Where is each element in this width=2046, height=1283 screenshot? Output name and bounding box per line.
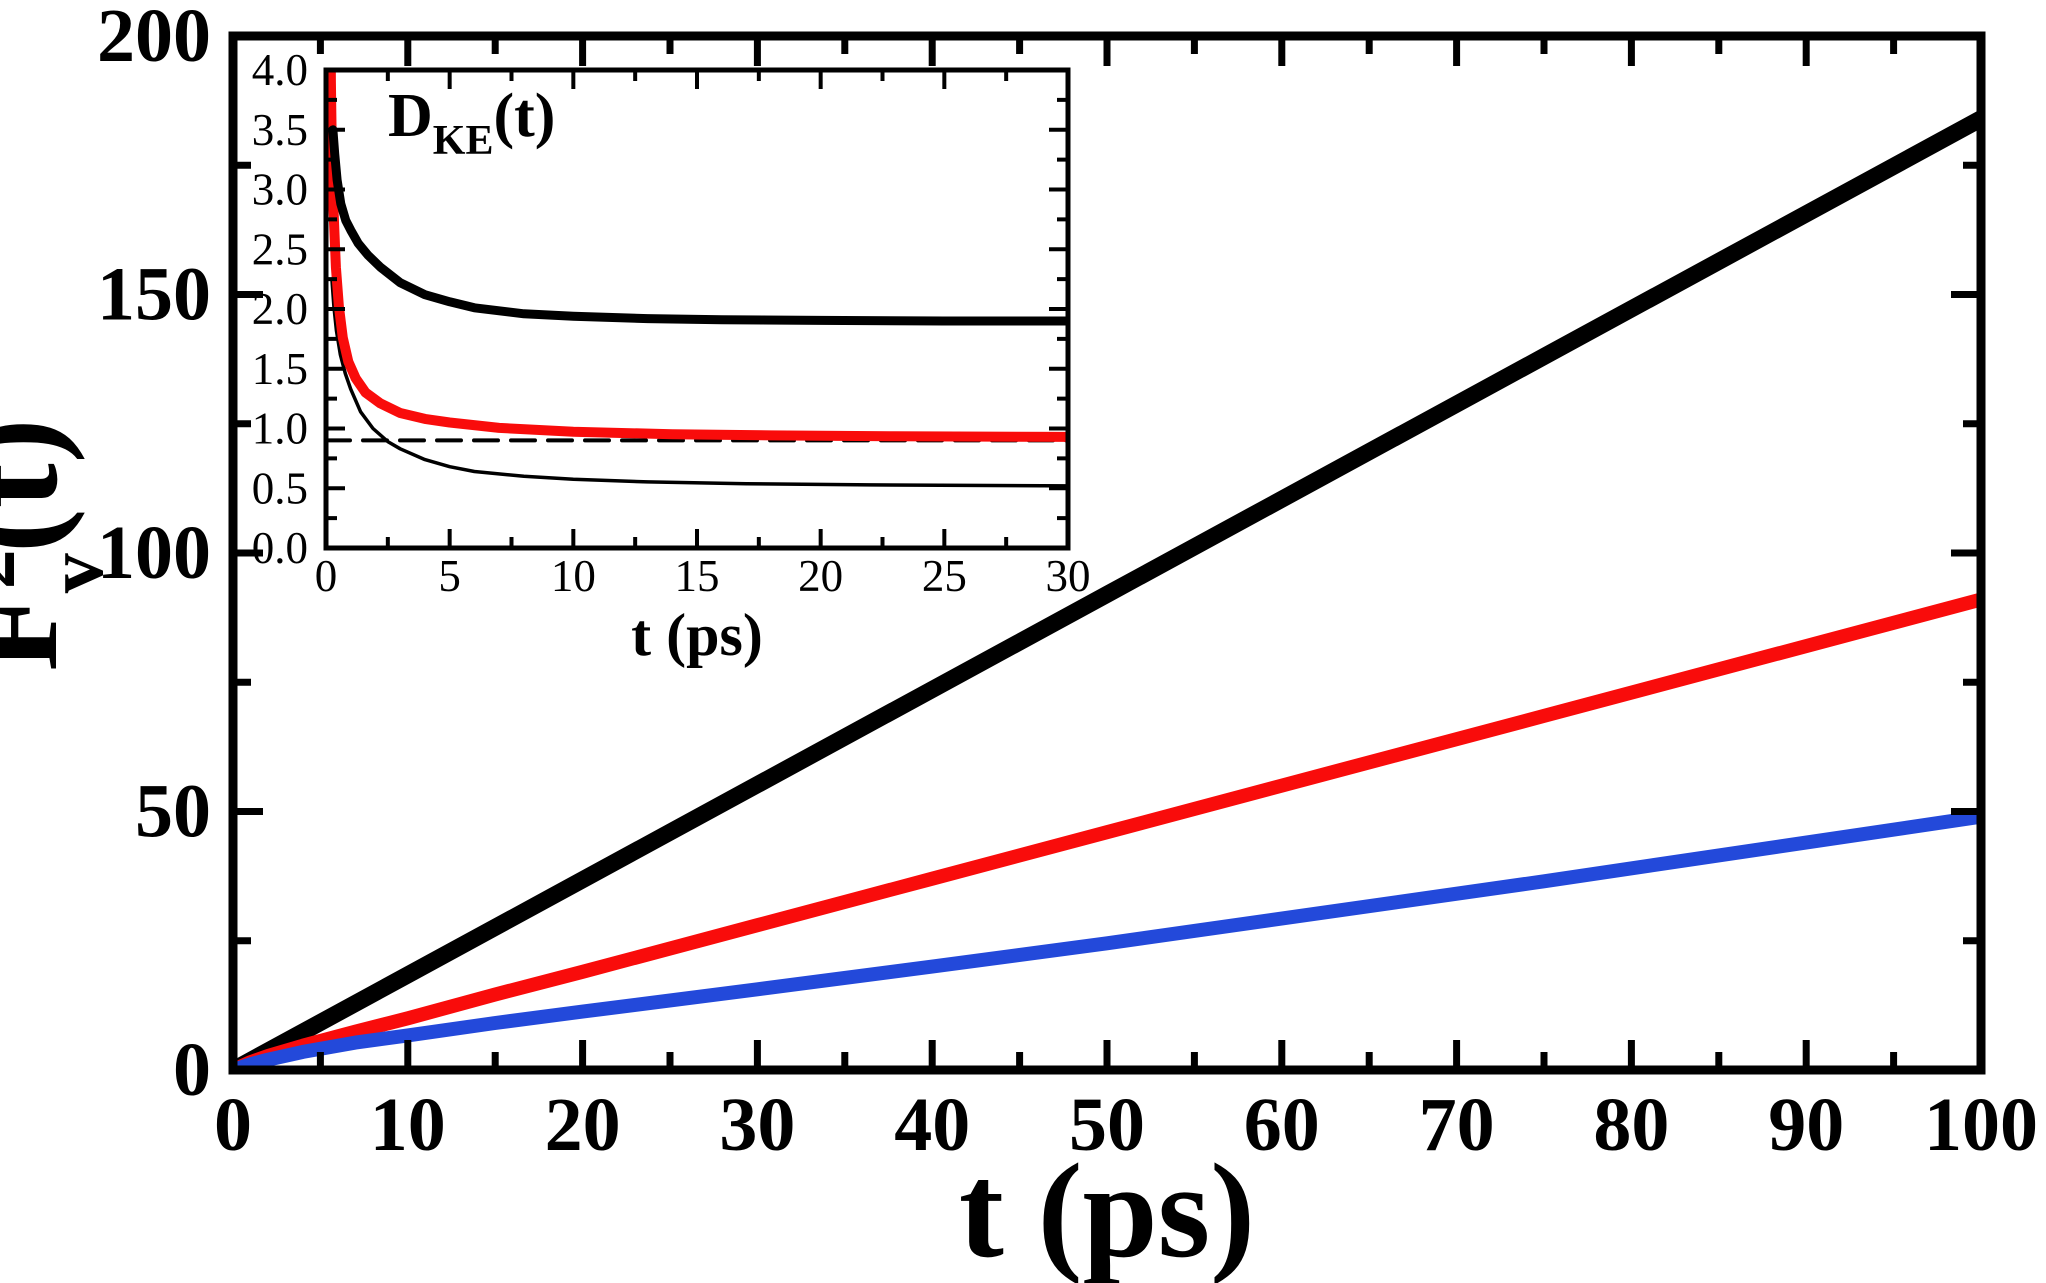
y-tick-label: 150: [97, 253, 211, 337]
inset-x-axis-title: t (ps): [631, 602, 763, 668]
y-tick-label: 1.0: [252, 404, 308, 454]
x-tick-label: 5: [438, 551, 461, 601]
series-red-curve: [326, 70, 1068, 442]
y-tick-label: 100: [97, 511, 211, 595]
inset-series-group: [326, 70, 1068, 488]
y-tick-label: 2.5: [252, 224, 308, 274]
x-tick-label: 10: [370, 1083, 446, 1167]
x-tick-label: 20: [545, 1083, 621, 1167]
y-tick-label: 3.0: [252, 165, 308, 215]
y-tick-label: 0.5: [252, 463, 308, 513]
main-series-group: [233, 110, 1981, 1070]
x-tick-label: 0: [214, 1083, 252, 1167]
y-tick-label: 2.0: [252, 284, 308, 334]
main-x-axis-title: t (ps): [959, 1137, 1255, 1283]
y-tick-label: 0: [173, 1028, 211, 1112]
main-plot-frame: [228, 31, 1986, 1075]
x-tick-label: 15: [675, 551, 720, 601]
series-black-line: [233, 110, 1981, 1070]
main-y-axis-title: F2v(t): [0, 418, 120, 671]
series-red-line: [233, 592, 1981, 1070]
x-tick-label: 0: [315, 551, 338, 601]
x-tick-label: 90: [1768, 1083, 1844, 1167]
x-tick-label: 40: [894, 1083, 970, 1167]
x-tick-label: 30: [1046, 551, 1091, 601]
y-tick-label: 200: [97, 0, 211, 78]
inset-chart: 0 5 10 15 20 25 30 0.0 0.5 1.0 1.5 2.0 2.5 3.0 3.5 4.0: [252, 45, 1091, 601]
x-tick-label: 25: [922, 551, 967, 601]
x-tick-label: 30: [719, 1083, 795, 1167]
y-tick-label: 0.0: [252, 523, 308, 573]
x-tick-label: 50: [1069, 1083, 1145, 1167]
x-tick-label: 70: [1419, 1083, 1495, 1167]
y-tick-label: 50: [135, 770, 211, 854]
y-tick-label: 1.5: [252, 344, 308, 394]
x-tick-label: 100: [1924, 1083, 2038, 1167]
x-tick-label: 80: [1593, 1083, 1669, 1167]
y-tick-label: 3.5: [252, 105, 308, 155]
series-blue-line: [233, 809, 1981, 1070]
x-tick-label: 10: [551, 551, 596, 601]
y-tick-label: 4.0: [252, 45, 308, 95]
inset-annotation: DKE(t): [388, 82, 555, 164]
series-thin-black-curve: [330, 277, 1068, 488]
series-thick-black-curve: [328, 125, 1068, 326]
x-tick-label: 60: [1244, 1083, 1320, 1167]
x-tick-label: 20: [798, 551, 843, 601]
